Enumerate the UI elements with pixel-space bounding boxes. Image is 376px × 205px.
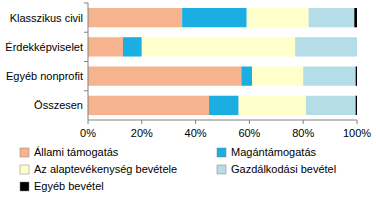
- category-label: Érdekképviselet: [5, 41, 83, 53]
- category-label: Összesen: [34, 99, 83, 111]
- bar-segment: [123, 37, 142, 56]
- legend-swatch: [20, 182, 29, 191]
- bar-segment: [239, 96, 306, 115]
- y-tick: [84, 32, 88, 33]
- bar-segment: [241, 66, 252, 85]
- x-tick-label: 100%: [343, 127, 371, 139]
- legend: Állami támogatás Magántámogatás Az alaptev…: [20, 146, 336, 192]
- y-tick: [84, 90, 88, 91]
- x-tick-label: 20%: [131, 127, 153, 139]
- x-tick: [88, 120, 89, 124]
- x-tick-label: 80%: [292, 127, 314, 139]
- x-tick: [303, 120, 304, 124]
- bar-segment: [88, 96, 209, 115]
- bar-segment: [182, 8, 247, 27]
- x-tick-label: 0%: [80, 127, 96, 139]
- legend-swatch: [20, 165, 29, 174]
- bars: [88, 8, 357, 115]
- bar-segment: [88, 8, 182, 27]
- bar-segment: [303, 66, 355, 85]
- bar-segment: [209, 96, 239, 115]
- x-tick: [249, 120, 250, 124]
- x-tick: [195, 120, 196, 124]
- bar-segment: [88, 37, 123, 56]
- bar-segment: [306, 96, 356, 115]
- legend-swatch: [20, 148, 29, 157]
- bar-segment: [142, 37, 295, 56]
- bar-segment: [356, 66, 357, 85]
- x-tick-label: 60%: [238, 127, 260, 139]
- legend-label: Állami támogatás: [34, 146, 119, 158]
- category-label: Klasszikus civil: [10, 12, 83, 24]
- x-tick: [141, 120, 142, 124]
- bar-segment: [354, 8, 357, 27]
- x-tick: [357, 120, 358, 124]
- y-tick: [84, 3, 88, 4]
- x-tick-label: 40%: [185, 127, 207, 139]
- legend-label: Egyéb bevétel: [34, 180, 104, 192]
- y-tick: [84, 61, 88, 62]
- x-axis: [88, 120, 357, 121]
- legend-swatch: [217, 165, 226, 174]
- bar-segment: [247, 8, 309, 27]
- legend-label: Gazdálkodási bevétel: [231, 163, 336, 175]
- legend-swatch: [217, 148, 226, 157]
- legend-label: Az alaptevékenység bevétele: [34, 163, 177, 175]
- bar-segment: [356, 96, 357, 115]
- bar-segment: [357, 37, 358, 56]
- legend-label: Magántámogatás: [231, 146, 316, 158]
- chart-svg: 0% 20% 40% 60% 80% 100% Klasszikus civil Érdekk…: [0, 0, 376, 205]
- bar-segment: [309, 8, 355, 27]
- bar-segment: [88, 66, 241, 85]
- category-label: Egyéb nonprofit: [6, 70, 83, 82]
- chart-container: 0% 20% 40% 60% 80% 100% Klasszikus civil Érdekk…: [0, 0, 376, 205]
- bar-segment: [252, 66, 303, 85]
- bar-segment: [295, 37, 357, 56]
